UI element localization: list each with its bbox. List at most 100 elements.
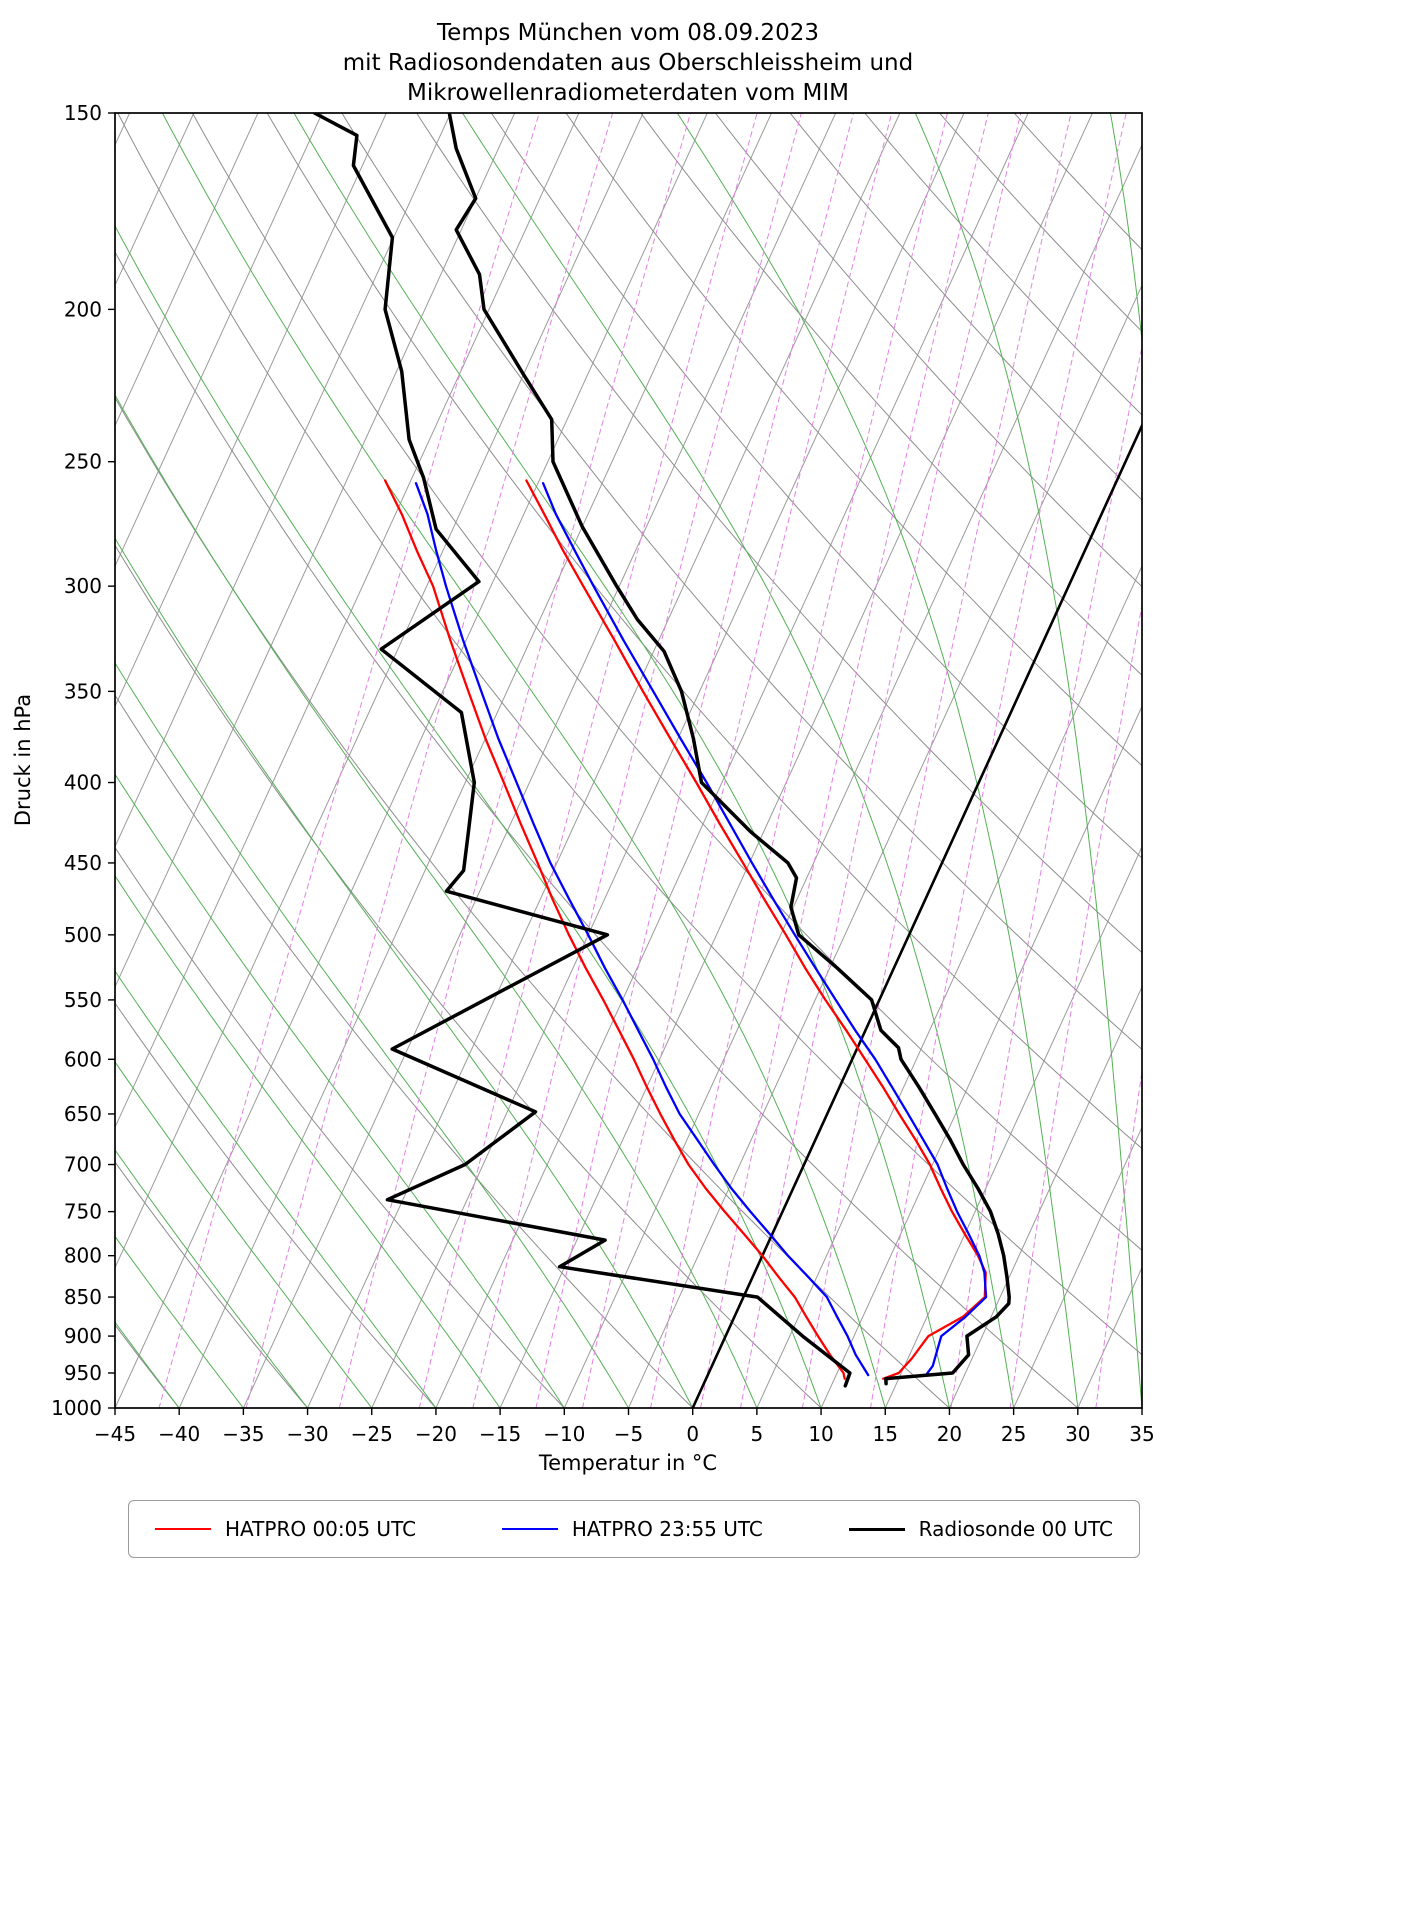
x-tick-label: 25 [1001, 1422, 1026, 1446]
series-line [414, 482, 870, 1377]
y-tick-label: 800 [64, 1244, 102, 1268]
mixing-ratio-line [700, 113, 989, 1408]
skewt-chart: Temps München vom 08.09.2023 mit Radioso… [0, 20, 1155, 1475]
series-line [383, 479, 846, 1380]
y-tick-label: 150 [64, 101, 102, 125]
legend-item: HATPRO 00:05 UTC [155, 1517, 416, 1541]
x-tick-label: −40 [158, 1422, 200, 1446]
isotherm-line [756, 564, 1142, 1408]
legend-item: HATPRO 23:55 UTC [501, 1517, 763, 1541]
plot-frame [114, 112, 1143, 1409]
moist-adiabat-line [161, 113, 886, 1408]
mixing-ratio-line [472, 113, 802, 1408]
dry-adiabat-line [1013, 113, 1142, 251]
isotherm-line [115, 113, 323, 568]
moist-adiabat-line [293, 113, 950, 1408]
legend-box: HATPRO 00:05 UTC HATPRO 23:55 UTC Radioson… [128, 1500, 1140, 1558]
mixing-ratio-line [1095, 1068, 1142, 1408]
dry-adiabat-line [640, 113, 1142, 676]
moist-adiabat-line [115, 970, 437, 1408]
isotherm-line [628, 284, 1142, 1408]
legend-label: HATPRO 23:55 UTC [571, 1517, 763, 1541]
dry-adiabat-line [490, 113, 1142, 859]
isotherm-line [115, 113, 580, 1129]
x-tick-label: −20 [415, 1422, 457, 1446]
x-tick-label: −5 [614, 1422, 643, 1446]
x-tick-label: −25 [351, 1422, 393, 1446]
y-tick-label: 950 [64, 1361, 102, 1385]
dry-adiabat-line [115, 846, 565, 1408]
isotherm-line [884, 845, 1142, 1408]
isotherm-line [948, 985, 1142, 1408]
isotherm-line [115, 113, 516, 989]
mixing-ratio-line [582, 113, 893, 1408]
moist-adiabat-line [115, 394, 758, 1408]
y-tick-label: 500 [64, 923, 102, 947]
dry-adiabat-line [117, 113, 1142, 1356]
dry-adiabat-line [939, 113, 1142, 333]
x-tick-label: 10 [808, 1422, 833, 1446]
dry-adiabat-line [416, 113, 1142, 954]
axis-ticks [108, 112, 1143, 1415]
legend-line-swatch [848, 1527, 905, 1531]
isotherm-line [563, 143, 1142, 1408]
moist-adiabat-line [115, 773, 565, 1408]
dry-adiabat-line [115, 250, 1079, 1408]
chart-title-line3: Mikrowellenradiometerdaten vom MIM [407, 80, 849, 106]
mixing-ratio-line [535, 113, 854, 1408]
dry-adiabat-line [864, 113, 1142, 416]
x-tick-label: −30 [286, 1422, 328, 1446]
legend-line-swatch [501, 1528, 558, 1530]
dry-adiabat-line [714, 113, 1142, 588]
background-grid [0, 113, 1142, 1408]
dry-adiabat-line [341, 113, 1142, 1051]
x-tick-label: 5 [751, 1422, 764, 1446]
isotherm-line [1141, 1406, 1142, 1408]
legend-label: Radiosonde 00 UTC [918, 1517, 1113, 1541]
isotherm-line [0, 113, 1, 1408]
y-tick-label: 200 [64, 297, 102, 321]
dry-adiabat-line [115, 396, 950, 1408]
legend-line-swatch [155, 1528, 211, 1530]
x-tick-label: 15 [873, 1422, 898, 1446]
isotherm-line [115, 113, 452, 848]
x-tick-label: −10 [543, 1422, 585, 1446]
y-tick-label: 750 [64, 1200, 102, 1224]
mixing-ratio-line [950, 344, 1142, 1408]
series-line [447, 113, 1011, 1386]
profile-curves [312, 113, 1011, 1388]
y-tick-label: 550 [64, 988, 102, 1012]
y-axis-label: Druck in hPa [11, 694, 35, 826]
moist-adiabat-line [1109, 113, 1142, 346]
dry-adiabat-line [115, 1002, 437, 1408]
series-line [312, 113, 852, 1388]
dry-adiabat-line [115, 694, 694, 1408]
moist-adiabat-line [676, 113, 1079, 1408]
isotherm-line [178, 113, 772, 1408]
isotherm-line [1013, 1126, 1142, 1408]
x-tick-label: −15 [479, 1422, 521, 1446]
isotherm-line [115, 113, 708, 1408]
moist-adiabat-line [115, 1061, 373, 1408]
moist-adiabat-line [461, 113, 1015, 1408]
isotherm-line [115, 113, 259, 427]
x-tick-label: 35 [1129, 1422, 1154, 1446]
isotherm-line [371, 113, 965, 1408]
y-tick-label: 250 [64, 450, 102, 474]
mixing-ratio-line [338, 113, 691, 1408]
y-tick-label: 650 [64, 1102, 102, 1126]
zero-isotherm-line [691, 422, 1142, 1408]
y-tick-label: 600 [64, 1047, 102, 1071]
isotherm-line [307, 113, 901, 1408]
x-tick-label: 20 [937, 1422, 962, 1446]
moist-adiabat-line [115, 1235, 244, 1408]
moist-adiabat-line [115, 224, 822, 1408]
series-line [541, 482, 988, 1377]
dry-adiabat-line [266, 113, 1142, 1150]
mixing-ratio-line [870, 113, 1127, 1408]
x-tick-label: 0 [686, 1422, 699, 1446]
mixing-ratio-line [245, 113, 614, 1408]
isotherm-line [1077, 1266, 1142, 1408]
mixing-ratio-line [801, 113, 1072, 1408]
moist-adiabat-line [914, 113, 1142, 1408]
